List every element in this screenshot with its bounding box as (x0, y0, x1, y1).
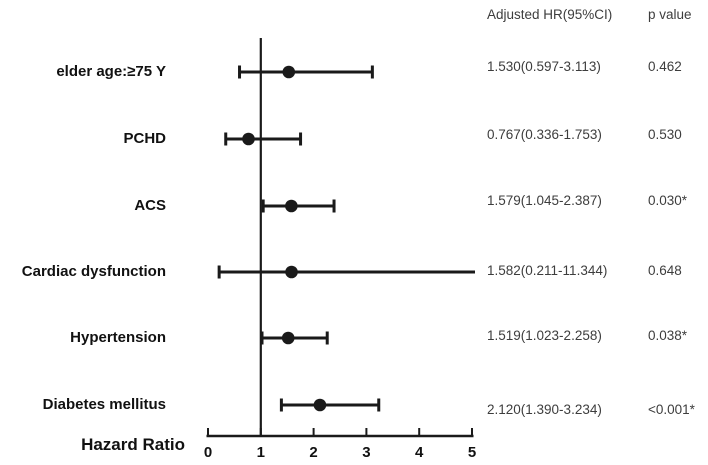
hr-ci-value: 1.579(1.045-2.387) (487, 193, 602, 208)
row-label-elder-age: elder age:≥75 Y (56, 63, 166, 80)
hr-ci-value: 1.582(0.211-11.344) (487, 263, 608, 278)
column-header-p-value: p value (648, 7, 692, 22)
x-axis-tick-label: 2 (309, 444, 317, 461)
hr-point-marker (285, 199, 298, 213)
hr-point-marker (313, 398, 327, 412)
p-value: 0.462 (648, 59, 682, 74)
row-label-acs: ACS (134, 197, 166, 214)
row-label-cardiac-dysfunction: Cardiac dysfunction (21, 263, 166, 280)
hr-ci-value: 0.767(0.336-1.753) (487, 127, 602, 142)
x-axis-tick-label: 1 (257, 444, 265, 461)
hr-point-marker (281, 331, 295, 345)
column-header-adjusted-hr: Adjusted HR(95%CI) (487, 7, 613, 22)
x-axis-tick-label: 3 (362, 444, 370, 461)
x-axis-tick-label: 0 (204, 444, 212, 461)
hr-point-marker (282, 65, 296, 79)
row-label-pchd: PCHD (123, 130, 166, 147)
x-axis-tick-label: 4 (415, 444, 424, 461)
p-value: 0.038* (648, 328, 688, 343)
p-value: <0.001* (648, 402, 695, 417)
p-value: 0.648 (648, 263, 682, 278)
hr-ci-value: 1.530(0.597-3.113) (487, 59, 601, 74)
row-label-hypertension: Hypertension (70, 329, 166, 346)
row-label-diabetes-mellitus: Diabetes mellitus (42, 396, 166, 413)
hr-ci-value: 2.120(1.390-3.234) (487, 402, 602, 417)
x-axis-title: Hazard Ratio (81, 435, 185, 454)
hr-point-marker (242, 132, 255, 146)
hr-point-marker (285, 265, 298, 279)
x-axis-tick-label: 5 (468, 444, 476, 461)
p-value: 0.530 (648, 127, 682, 142)
hr-ci-value: 1.519(1.023-2.258) (487, 328, 602, 343)
p-value: 0.030* (648, 193, 688, 208)
